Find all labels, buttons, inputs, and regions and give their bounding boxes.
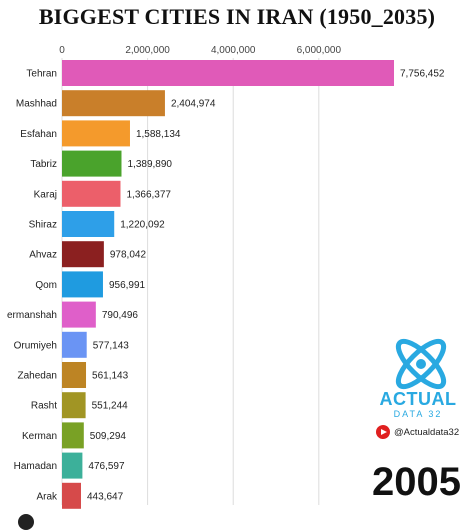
x-tick-label: 0	[59, 45, 65, 56]
value-label: 561,143	[92, 371, 129, 382]
category-label: Qom	[35, 280, 57, 291]
category-label: Esfahan	[20, 129, 57, 140]
atom-logo-icon	[395, 338, 447, 390]
x-tick-label: 2,000,000	[125, 45, 170, 56]
category-label: Hamadan	[14, 461, 57, 472]
value-label: 509,294	[90, 431, 127, 442]
brand-subtitle: DATA 32	[393, 409, 443, 419]
category-label: ermanshah	[7, 310, 57, 321]
bar	[62, 392, 86, 419]
channel-handle: @Actualdata32	[394, 426, 460, 438]
category-label: Shiraz	[29, 220, 57, 231]
value-label: 551,244	[92, 401, 129, 412]
bar	[62, 60, 394, 86]
bar	[62, 301, 96, 328]
bar	[62, 241, 104, 268]
channel-link[interactable]: @Actualdata32	[376, 424, 459, 440]
bar	[62, 362, 87, 388]
category-label: Ahvaz	[29, 250, 57, 261]
category-label: Arak	[36, 491, 58, 502]
value-label: 2,404,974	[171, 99, 216, 110]
value-label: 1,366,377	[126, 189, 171, 200]
youtube-play-icon	[376, 425, 390, 439]
bar	[62, 331, 87, 358]
year-label: 2005	[372, 460, 461, 504]
corner-avatar	[18, 514, 34, 530]
value-label: 7,756,452	[400, 69, 445, 80]
value-label: 476,597	[88, 461, 125, 472]
bar	[62, 452, 83, 479]
bar	[62, 180, 121, 207]
category-label: Tehran	[26, 69, 57, 80]
bar	[62, 271, 103, 298]
bar	[62, 120, 130, 147]
category-label: Rasht	[31, 401, 57, 412]
value-label: 978,042	[110, 250, 147, 261]
bar	[62, 90, 165, 117]
category-label: Kerman	[22, 431, 57, 442]
bar	[62, 211, 115, 237]
value-label: 1,389,890	[127, 159, 172, 170]
chart-title: BIGGEST CITIES IN IRAN (1950_2035)	[38, 4, 436, 29]
x-tick-label: 6,000,000	[297, 45, 342, 56]
category-label: Zahedan	[18, 371, 57, 382]
brand-name: ACTUAL	[379, 389, 457, 409]
value-label: 956,991	[109, 280, 146, 291]
bar	[62, 482, 81, 509]
category-label: Mashhad	[16, 99, 57, 110]
category-label: Tabriz	[30, 159, 57, 170]
value-label: 443,647	[87, 491, 124, 502]
bar	[62, 150, 122, 177]
value-label: 1,220,092	[120, 220, 165, 231]
category-label: Orumiyeh	[14, 340, 57, 351]
value-label: 577,143	[93, 340, 130, 351]
category-label: Karaj	[34, 189, 57, 200]
bar	[62, 422, 84, 449]
x-tick-label: 4,000,000	[211, 45, 256, 56]
value-label: 1,588,134	[136, 129, 181, 140]
value-label: 790,496	[102, 310, 139, 321]
